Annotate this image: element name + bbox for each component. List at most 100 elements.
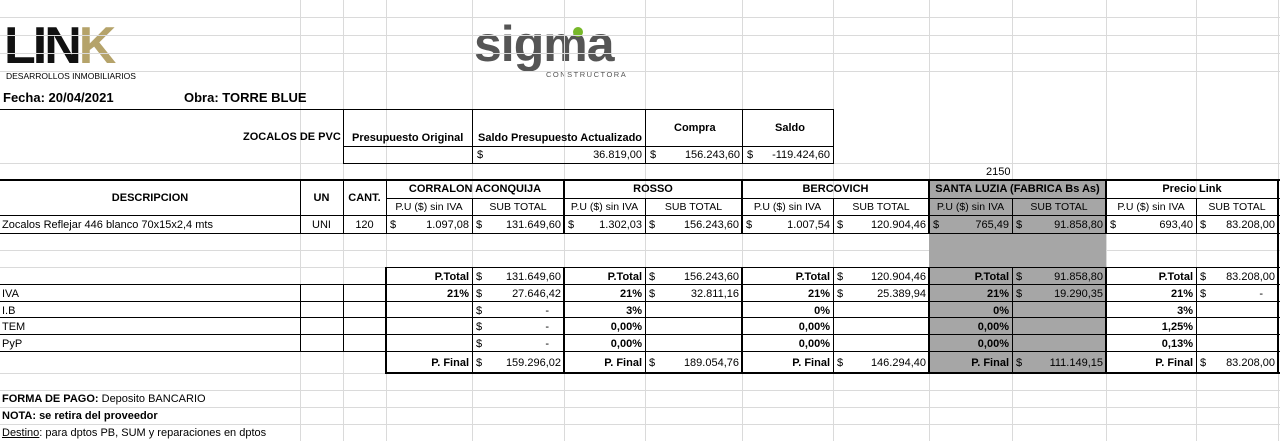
iva-pct: 21% xyxy=(986,288,1009,300)
ib-pct: 0% xyxy=(814,305,830,317)
iva-pct: 21% xyxy=(807,288,830,300)
summary-currency: $ xyxy=(747,149,754,161)
pyp-pct: 0,00% xyxy=(798,338,830,350)
currency-sign: $ xyxy=(1016,288,1023,300)
sub-label: SUB TOTAL xyxy=(1030,201,1088,213)
summary-title: ZOCALOS DE PVC xyxy=(243,131,341,143)
summary-currency: $ xyxy=(477,149,484,161)
currency-sign: $ xyxy=(1200,357,1207,369)
ptotal-label: P.Total xyxy=(1158,271,1193,283)
ib-pct: 0% xyxy=(993,305,1009,317)
pyp-label: PyP xyxy=(2,338,23,350)
pu-label: P.U ($) sin IVA xyxy=(753,201,822,213)
item-descripcion: Zocalos Reflejar 446 blanco 70x15x2,4 mt… xyxy=(2,219,213,231)
summary-saldo-presupuesto: 36.819,00 xyxy=(593,149,642,161)
currency-sign: $ xyxy=(837,219,844,231)
item-cant: 120 xyxy=(355,219,374,231)
currency-sign: $ xyxy=(649,288,656,300)
currency-sign: $ xyxy=(568,219,575,231)
summary-compra: 156.243,60 xyxy=(684,149,740,161)
sigma-logo-subtitle: CONSTRUCTORA xyxy=(546,70,628,79)
pfinal-value: 111.149,15 xyxy=(1049,357,1103,369)
currency-sign: $ xyxy=(837,288,844,300)
currency-sign: $ xyxy=(476,288,483,300)
iva-pct: 21% xyxy=(619,288,642,300)
iva-value: 25.389,94 xyxy=(877,288,926,300)
item-pu: 1.302,03 xyxy=(599,219,642,231)
tem-value: - xyxy=(545,321,549,333)
currency-sign: $ xyxy=(476,338,483,350)
pu-label: P.U ($) sin IVA xyxy=(570,201,639,213)
sub-label: SUB TOTAL xyxy=(489,201,547,213)
col-un: UN xyxy=(313,192,330,204)
pyp-pct: 0,13% xyxy=(1161,338,1193,350)
tem-pct: 0,00% xyxy=(977,321,1009,333)
currency-sign: $ xyxy=(649,357,656,369)
summary-col-original: Presupuesto Original xyxy=(352,132,464,144)
pfinal-label: P. Final xyxy=(792,357,830,369)
currency-sign: $ xyxy=(837,271,844,283)
iva-value: 32.811,16 xyxy=(690,288,739,300)
ptotal-value: 131.649,60 xyxy=(505,271,561,283)
pfinal-label: P. Final xyxy=(971,357,1009,369)
vendor-precio-link: Precio Link xyxy=(1162,183,1222,195)
col-descripcion: DESCRIPCION xyxy=(111,192,189,204)
currency-sign: $ xyxy=(1200,288,1207,300)
ptotal-label: P.Total xyxy=(434,271,469,283)
vendor-rosso: ROSSO xyxy=(633,183,673,195)
item-pu: 765,49 xyxy=(975,219,1009,231)
currency-sign: $ xyxy=(390,219,397,231)
pyp-pct: 0,00% xyxy=(977,338,1009,350)
forma-de-pago: FORMA DE PAGO: Deposito BANCARIO xyxy=(2,392,206,406)
ib-pct: 3% xyxy=(1177,305,1193,317)
pu-label: P.U ($) sin IVA xyxy=(936,201,1005,213)
pfinal-value: 83.208,00 xyxy=(1226,357,1275,369)
currency-sign: $ xyxy=(1016,219,1023,231)
tem-label: TEM xyxy=(2,321,26,333)
sigma-logo: sigma CONSTRUCTORA xyxy=(474,16,639,82)
item-sub: 91.858,80 xyxy=(1054,219,1103,231)
currency-sign: $ xyxy=(476,305,483,317)
nota: NOTA: se retira del proveedor xyxy=(2,410,158,422)
vendor-bercovich: BERCOVICH xyxy=(802,183,869,195)
currency-sign: $ xyxy=(476,357,483,369)
currency-sign: $ xyxy=(649,219,656,231)
pu-label: P.U ($) sin IVA xyxy=(395,201,463,213)
link-logo: LINK DESARROLLOS INMOBILIARIOS xyxy=(4,20,154,82)
link-logo-text: LINK xyxy=(4,17,116,75)
sigma-logo-text: sigma xyxy=(474,16,615,72)
item-pu: 1.007,54 xyxy=(787,219,830,231)
ptotal-label: P.Total xyxy=(607,271,642,283)
tem-pct: 0,00% xyxy=(798,321,830,333)
ptotal-label: P.Total xyxy=(974,271,1009,283)
pyp-pct: 0,00% xyxy=(610,338,642,350)
vendor-corralon: CORRALON ACONQUIJA xyxy=(408,183,542,195)
item-sub: 156.243,60 xyxy=(683,219,739,231)
note-2150: 2150 xyxy=(986,166,1011,178)
summary-saldo: -119.424,60 xyxy=(772,149,830,161)
forma-label: FORMA DE PAGO: xyxy=(2,393,99,405)
santa-luzia-shade xyxy=(929,180,1106,373)
iva-pct: 21% xyxy=(1170,288,1193,300)
destino-label: Destino xyxy=(2,427,40,439)
currency-sign: $ xyxy=(476,219,483,231)
sub-label: SUB TOTAL xyxy=(664,201,723,213)
currency-sign: $ xyxy=(837,357,844,369)
obra-label: Obra: TORRE BLUE xyxy=(184,90,307,105)
currency-sign: $ xyxy=(1200,271,1207,283)
currency-sign: $ xyxy=(1016,357,1023,369)
summary-col-compra: Compra xyxy=(674,122,716,134)
tem-pct: 1,25% xyxy=(1161,321,1193,333)
ptotal-label: P.Total xyxy=(795,271,830,283)
pu-label: P.U ($) sin IVA xyxy=(1117,201,1185,213)
currency-sign: $ xyxy=(746,219,753,231)
summary-currency: $ xyxy=(650,149,657,161)
item-pu: 693,40 xyxy=(1159,219,1193,231)
currency-sign: $ xyxy=(933,219,940,231)
iva-value: 27.646,42 xyxy=(512,288,561,300)
ib-pct: 3% xyxy=(626,305,642,317)
item-sub: 120.904,46 xyxy=(870,219,926,231)
sub-label: SUB TOTAL xyxy=(852,201,910,213)
iva-value: - xyxy=(1259,288,1263,300)
link-logo-subtitle: DESARROLLOS INMOBILIARIOS xyxy=(6,71,136,81)
